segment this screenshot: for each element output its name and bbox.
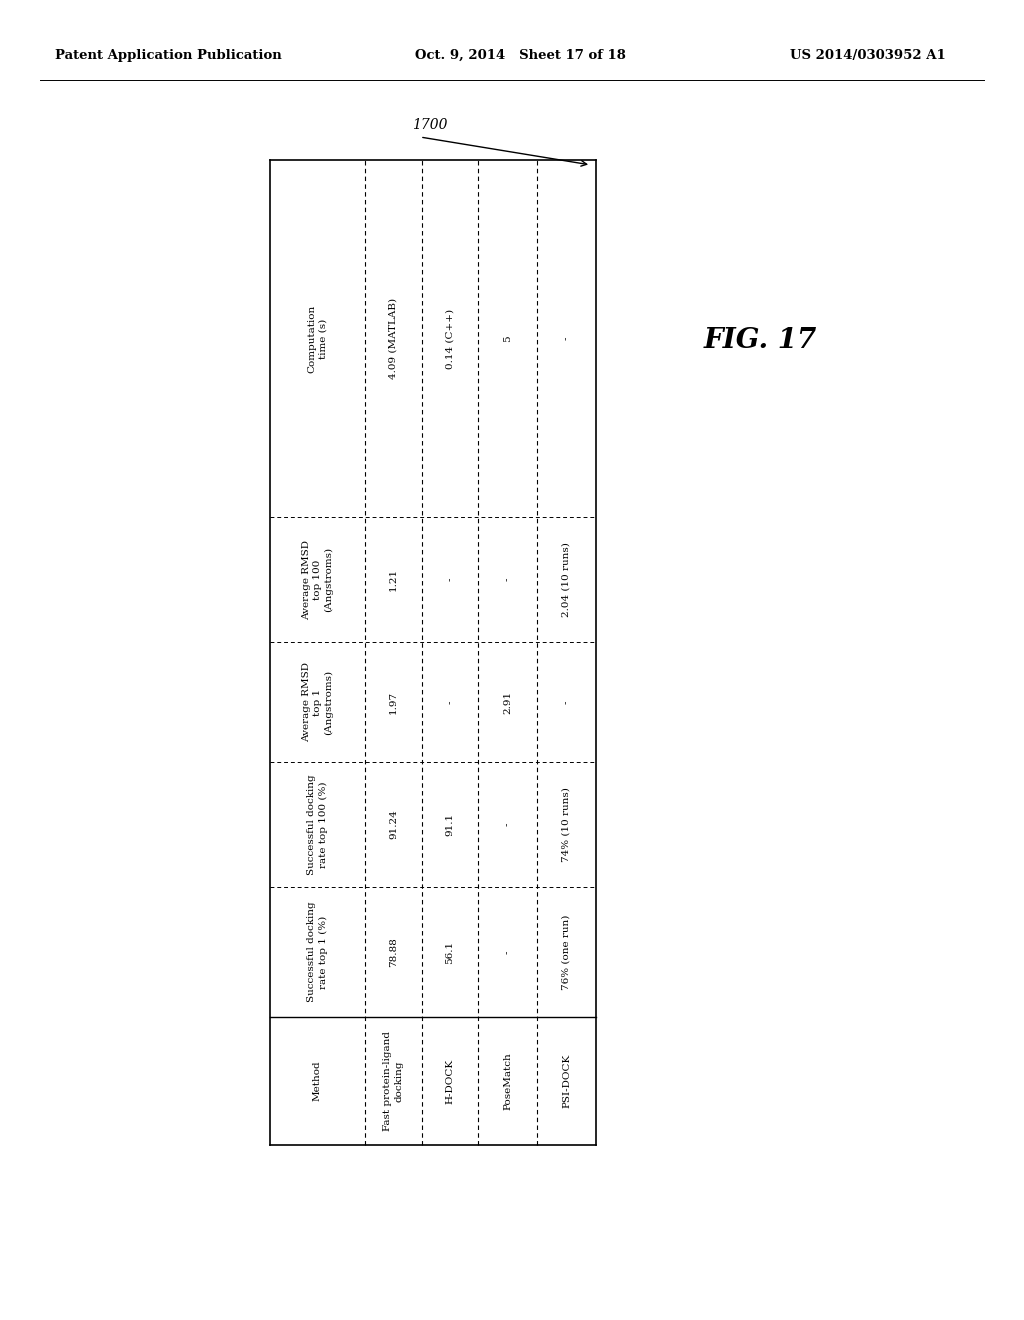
Text: US 2014/0303952 A1: US 2014/0303952 A1: [790, 49, 946, 62]
Text: PoseMatch: PoseMatch: [503, 1052, 512, 1110]
Text: Computation
time (s): Computation time (s): [307, 305, 328, 372]
Text: Successful docking
rate top 1 (%): Successful docking rate top 1 (%): [307, 902, 328, 1002]
Text: -: -: [445, 700, 455, 704]
Text: 1.21: 1.21: [389, 568, 398, 591]
Text: 0.14 (C++): 0.14 (C++): [445, 309, 455, 368]
Text: Successful docking
rate top 100 (%): Successful docking rate top 100 (%): [307, 775, 328, 875]
Text: FIG. 17: FIG. 17: [703, 326, 816, 354]
Text: 2.04 (10 runs): 2.04 (10 runs): [562, 543, 571, 616]
Text: 91.24: 91.24: [389, 809, 398, 840]
Text: 4.09 (MATLAB): 4.09 (MATLAB): [389, 298, 398, 379]
Text: -: -: [503, 950, 512, 954]
Text: -: -: [562, 337, 571, 341]
Text: Oct. 9, 2014   Sheet 17 of 18: Oct. 9, 2014 Sheet 17 of 18: [415, 49, 626, 62]
Text: PSI-DOCK: PSI-DOCK: [562, 1053, 571, 1107]
Text: -: -: [445, 578, 455, 581]
Text: Average RMSD
top 1
(Angstroms): Average RMSD top 1 (Angstroms): [302, 663, 333, 742]
Text: -: -: [562, 700, 571, 704]
Text: 1700: 1700: [413, 117, 447, 132]
Text: 5: 5: [503, 335, 512, 342]
Text: 91.1: 91.1: [445, 813, 455, 836]
Text: Method: Method: [313, 1061, 322, 1101]
Text: -: -: [503, 822, 512, 826]
Text: -: -: [503, 578, 512, 581]
Text: H-DOCK: H-DOCK: [445, 1059, 455, 1104]
Text: Average RMSD
top 100
(Angstroms): Average RMSD top 100 (Angstroms): [302, 540, 333, 619]
Text: 2.91: 2.91: [503, 690, 512, 714]
Text: Fast protein-ligand
docking: Fast protein-ligand docking: [383, 1031, 403, 1131]
Text: 74% (10 runs): 74% (10 runs): [562, 787, 571, 862]
Text: Patent Application Publication: Patent Application Publication: [55, 49, 282, 62]
Text: 56.1: 56.1: [445, 940, 455, 964]
Text: 1.97: 1.97: [389, 690, 398, 714]
Text: 78.88: 78.88: [389, 937, 398, 966]
Text: 76% (one run): 76% (one run): [562, 915, 571, 990]
